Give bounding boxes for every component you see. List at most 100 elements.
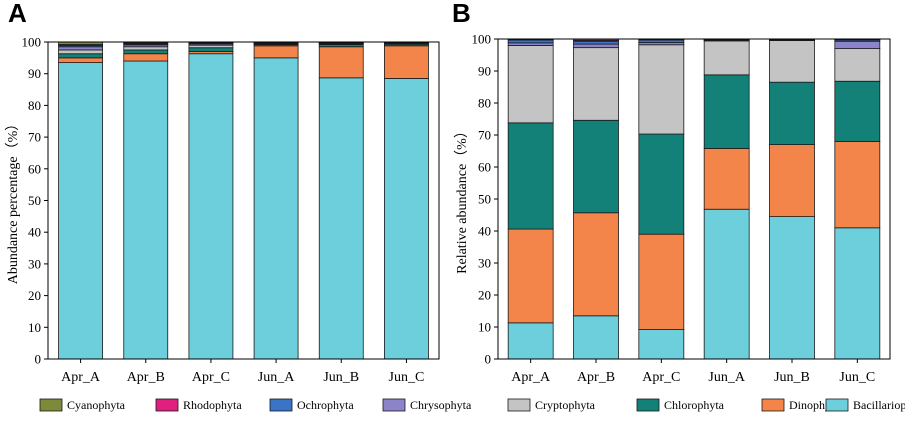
bar-jun-c-bacillariophyta: [834, 227, 881, 360]
plot-frame: [497, 38, 891, 360]
panel-label: B: [452, 0, 471, 28]
bar-apr-b-dinophyta: [123, 53, 169, 62]
legend-label-ochrophyta: Ochrophyta: [297, 398, 354, 412]
y-tick-label-30: 30: [28, 256, 41, 271]
bar-jun-b-chlorophyta: [769, 81, 815, 145]
y-tick-label-90: 90: [28, 66, 41, 81]
legend-label-bacillariophyta: Bacillariophyta: [853, 398, 905, 412]
y-tick-label-80: 80: [478, 96, 491, 111]
x-tick-label-jun-c: Jun_C: [839, 370, 875, 385]
y-tick-label-50: 50: [28, 193, 41, 208]
bar-apr-a-chlorophyta: [507, 122, 554, 230]
y-tick-label-30: 30: [478, 256, 491, 271]
x-tick-label-jun-a: Jun_A: [708, 370, 745, 385]
legend-label-rhodophyta: Rhodophyta: [183, 398, 242, 412]
legend-swatch-ochrophyta: [269, 398, 293, 412]
bar-jun-a-dinophyta: [253, 45, 299, 59]
bar-apr-c-dinophyta: [638, 233, 685, 330]
bar-jun-c-dinophyta: [384, 45, 429, 79]
y-axis-title: Abundance percentage（%）: [5, 117, 21, 285]
panel-b: B Relative abundance（%） Apr_A Apr_B Apr_C Jun…: [452, 0, 891, 385]
bar-apr-a-bacillariophyta: [58, 62, 103, 360]
x-tick-label-apr-c: Apr_C: [192, 370, 230, 385]
bar-apr-c-cryptophyta: [638, 44, 685, 135]
y-tick-label-80: 80: [28, 98, 41, 113]
bar-apr-b-cryptophyta: [123, 46, 169, 51]
legend-swatch-chlorophyta: [636, 398, 660, 412]
bar-apr-b-bacillariophyta: [123, 60, 169, 360]
x-tick-label-apr-b: Apr_B: [127, 370, 165, 385]
legend-label-chlorophyta: Chlorophyta: [664, 398, 725, 412]
x-tick-label-apr-a: Apr_A: [61, 370, 101, 385]
bar-apr-a-dinophyta: [507, 228, 554, 324]
y-tick-label-100: 100: [22, 35, 42, 50]
y-tick-label-10: 10: [28, 320, 41, 335]
panel-label: A: [8, 0, 27, 28]
bar-jun-b-bacillariophyta: [318, 77, 364, 360]
x-tick-label-jun-b: Jun_B: [323, 370, 359, 385]
bar-apr-b-cryptophyta: [573, 47, 619, 121]
bar-apr-b-ochrophyta: [573, 40, 619, 45]
x-tick-label-jun-b: Jun_B: [774, 370, 810, 385]
y-tick-label-60: 60: [478, 160, 491, 175]
x-tick-label-apr-a: Apr_A: [511, 370, 551, 385]
bar-jun-c-cryptophyta: [834, 48, 881, 82]
y-tick-label-100: 100: [472, 32, 492, 47]
y-tick-label-40: 40: [478, 224, 491, 239]
y-tick-label-0: 0: [485, 352, 492, 367]
bar-apr-b-chlorophyta: [123, 49, 169, 55]
y-tick-label-70: 70: [478, 128, 491, 143]
legend-label-cyanophyta: Cyanophyta: [67, 398, 126, 412]
bar-apr-c-chlorophyta: [638, 133, 685, 235]
bar-jun-c-dinophyta: [834, 140, 881, 229]
legend-swatch-cryptophyta: [507, 398, 531, 412]
bar-apr-b-bacillariophyta: [573, 315, 619, 360]
y-tick-label-50: 50: [478, 192, 491, 207]
legend-swatch-dinophyta: [761, 398, 785, 412]
bar-apr-c-chlorophyta: [188, 47, 234, 52]
bar-apr-b-chrysophyta: [573, 43, 619, 49]
y-tick-label-60: 60: [28, 161, 41, 176]
y-tick-label-10: 10: [478, 320, 491, 335]
legend-label-cryptophyta: Cryptophyta: [535, 398, 596, 412]
bar-apr-b-dinophyta: [573, 212, 619, 317]
bar-jun-a-dinophyta: [703, 148, 750, 210]
bar-apr-b-chlorophyta: [573, 119, 619, 214]
bar-apr-a-bacillariophyta: [507, 322, 554, 360]
bar-apr-c-bacillariophyta: [638, 329, 685, 360]
y-tick-label-20: 20: [28, 288, 41, 303]
x-tick-label-jun-c: Jun_C: [389, 370, 425, 385]
y-tick-label-90: 90: [478, 64, 491, 79]
legend: Cyanophyta Rhodophyta Ochrophyta Chrysophyt…: [39, 398, 905, 412]
bar-jun-a-bacillariophyta: [703, 208, 750, 360]
bar-jun-b-dinophyta: [318, 46, 364, 79]
legend-swatch-cyanophyta: [39, 398, 63, 412]
bar-apr-a-dinophyta: [58, 57, 103, 64]
bar-apr-a-chrysophyta: [58, 46, 103, 51]
bar-apr-a-cryptophyta: [507, 45, 554, 124]
bar-apr-a-ochrophyta: [507, 39, 554, 44]
x-tick-label-apr-c: Apr_C: [642, 370, 680, 385]
plot-frame: [47, 41, 440, 360]
panel-a: A Abundance percentage（%） Apr_A Apr_B Apr_C J…: [5, 0, 440, 385]
bar-jun-c-bacillariophyta: [384, 78, 429, 360]
bar-jun-a-bacillariophyta: [253, 57, 299, 360]
y-axis-title: Relative abundance（%）: [454, 124, 470, 274]
bar-jun-b-dinophyta: [769, 144, 815, 218]
y-tick-label-70: 70: [28, 130, 41, 145]
legend-swatch-rhodophyta: [155, 398, 179, 412]
legend-swatch-bacillariophyta: [825, 398, 849, 412]
legend-swatch-chrysophyta: [382, 398, 406, 412]
legend-label-chrysophyta: Chrysophyta: [410, 398, 472, 412]
y-tick-label-40: 40: [28, 225, 41, 240]
y-tick-label-20: 20: [478, 288, 491, 303]
bar-jun-a-chlorophyta: [703, 74, 750, 149]
bar-jun-c-chlorophyta: [834, 80, 881, 142]
bar-jun-b-cryptophyta: [769, 40, 815, 83]
bar-jun-c-chrysophyta: [834, 40, 881, 50]
bar-jun-a-cryptophyta: [703, 40, 750, 76]
bar-apr-a-chlorophyta: [58, 53, 103, 59]
x-tick-label-jun-a: Jun_A: [258, 370, 295, 385]
bar-jun-b-bacillariophyta: [769, 216, 815, 360]
